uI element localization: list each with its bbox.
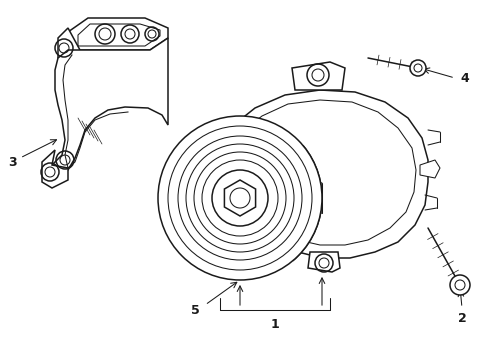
Polygon shape	[52, 38, 168, 175]
Text: 2: 2	[458, 311, 466, 324]
Circle shape	[158, 116, 322, 280]
Text: 4: 4	[461, 72, 469, 85]
Polygon shape	[308, 252, 340, 272]
Polygon shape	[230, 90, 428, 258]
Circle shape	[450, 275, 470, 295]
Text: 1: 1	[270, 319, 279, 332]
Polygon shape	[58, 28, 80, 68]
Circle shape	[410, 60, 426, 76]
Polygon shape	[224, 180, 256, 216]
Polygon shape	[232, 218, 268, 256]
Polygon shape	[42, 150, 68, 188]
Text: 3: 3	[8, 156, 16, 168]
Polygon shape	[68, 18, 168, 50]
Polygon shape	[292, 62, 345, 90]
Polygon shape	[420, 160, 440, 178]
Circle shape	[212, 170, 268, 226]
Text: 5: 5	[191, 303, 199, 316]
